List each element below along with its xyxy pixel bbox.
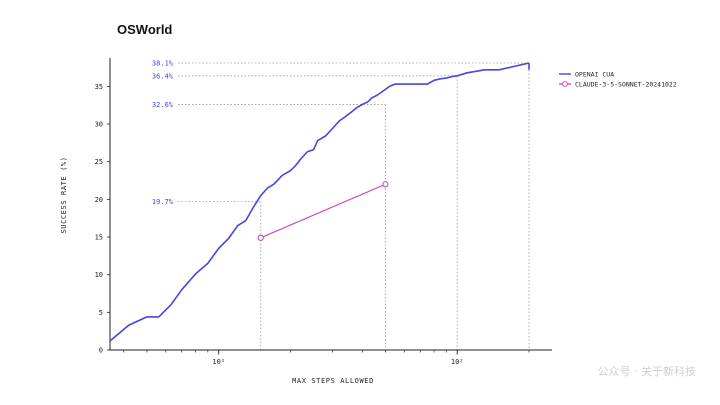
y-tick-label: 25 bbox=[95, 158, 103, 166]
y-tick-label: 0 bbox=[99, 347, 103, 355]
chart-title: OSWorld bbox=[117, 22, 173, 37]
y-tick-label: 5 bbox=[99, 309, 103, 317]
annotation-labels: 38.1% 36.4% 32.6% 19.7% bbox=[152, 60, 174, 207]
legend-label: OPENAI CUA bbox=[575, 71, 614, 79]
y-tick-label: 10 bbox=[95, 271, 103, 279]
legend: OPENAI CUA CLAUDE-3-5-SONNET-20241022 bbox=[559, 71, 677, 89]
series-line-1 bbox=[260, 183, 386, 239]
series-line-0 bbox=[109, 62, 530, 342]
annotation-label: 19.7% bbox=[152, 198, 174, 206]
axes: 0 5 10 15 20 25 30 35 10¹ 10² bbox=[95, 58, 552, 366]
annotation-label: 32.6% bbox=[152, 101, 174, 109]
legend-marker bbox=[562, 81, 568, 87]
series-lines bbox=[109, 62, 530, 342]
x-tick-label: 10¹ bbox=[212, 358, 225, 366]
annotation-label: 36.4% bbox=[152, 72, 174, 80]
watermark: 公众号 · 关于新科技 bbox=[597, 365, 697, 378]
y-tick-label: 35 bbox=[95, 83, 103, 91]
legend-label: CLAUDE-3-5-SONNET-20241022 bbox=[575, 81, 677, 89]
x-tick-label: 10² bbox=[451, 358, 464, 366]
reference-lines bbox=[178, 62, 530, 350]
data-point bbox=[257, 234, 264, 241]
data-point bbox=[382, 181, 389, 188]
annotation-label: 38.1% bbox=[152, 60, 174, 68]
y-tick-label: 30 bbox=[95, 121, 103, 129]
y-tick-label: 15 bbox=[95, 234, 103, 242]
y-axis-label: SUCCESS RATE (%) bbox=[60, 156, 68, 233]
x-axis-label: MAX STEPS ALLOWED bbox=[292, 377, 374, 385]
y-tick-label: 20 bbox=[95, 196, 103, 204]
